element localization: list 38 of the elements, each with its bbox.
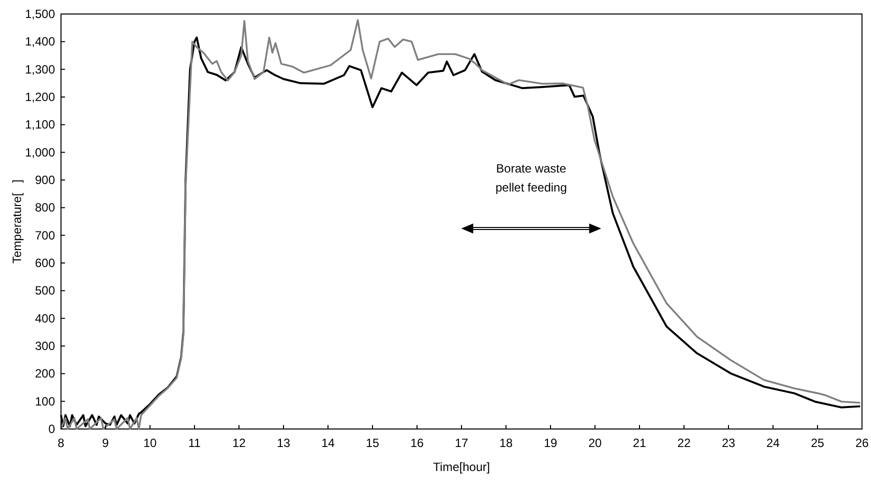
x-tick-label: 20 — [588, 436, 602, 450]
y-tick-label: 200 — [34, 366, 56, 381]
y-tick-label: 400 — [34, 311, 56, 326]
x-tick-label: 16 — [410, 436, 424, 450]
x-tick-label: 13 — [276, 436, 290, 450]
x-tick-label: 10 — [143, 436, 157, 450]
y-tick-label: 300 — [34, 339, 56, 353]
x-tick-label: 14 — [321, 436, 335, 450]
x-tick-label: 9 — [102, 436, 110, 450]
y-tick-label: 1,400 — [24, 34, 56, 49]
x-tick-label: 19 — [544, 436, 558, 450]
y-tick-label: 1,500 — [24, 7, 56, 21]
x-tick-label: 26 — [855, 436, 869, 450]
y-tick-label: 1,200 — [24, 90, 56, 104]
x-tick-label: 12 — [232, 436, 246, 450]
y-axis-title: Temperature[ ] — [10, 179, 24, 264]
y-tick-label: 100 — [34, 394, 56, 408]
x-tick-label: 23 — [722, 436, 736, 450]
x-tick-label: 21 — [632, 436, 646, 450]
y-tick-label: 500 — [34, 284, 56, 298]
x-tick-label: 11 — [188, 436, 202, 450]
y-tick-label: 1,300 — [24, 62, 56, 76]
x-tick-label: 15 — [366, 436, 380, 450]
y-tick-label: 700 — [34, 228, 56, 242]
x-tick-label: 8 — [58, 436, 65, 450]
y-tick-label: 1,000 — [24, 145, 56, 160]
x-tick-label: 24 — [766, 436, 780, 450]
x-tick-label: 18 — [499, 436, 513, 450]
y-tick-label: 900 — [34, 173, 56, 187]
x-tick-label: 22 — [677, 436, 691, 450]
x-tick-label: 25 — [810, 436, 824, 450]
y-tick-label: 600 — [34, 256, 56, 270]
x-axis-title: Time[hour] — [433, 460, 490, 474]
y-tick-label: 0 — [48, 422, 56, 436]
annotation: Borate waste pellet feeding — [495, 161, 567, 194]
y-tick-label: 1,100 — [24, 118, 56, 132]
x-tick-label: 17 — [454, 436, 468, 450]
y-tick-label: 800 — [34, 200, 56, 215]
